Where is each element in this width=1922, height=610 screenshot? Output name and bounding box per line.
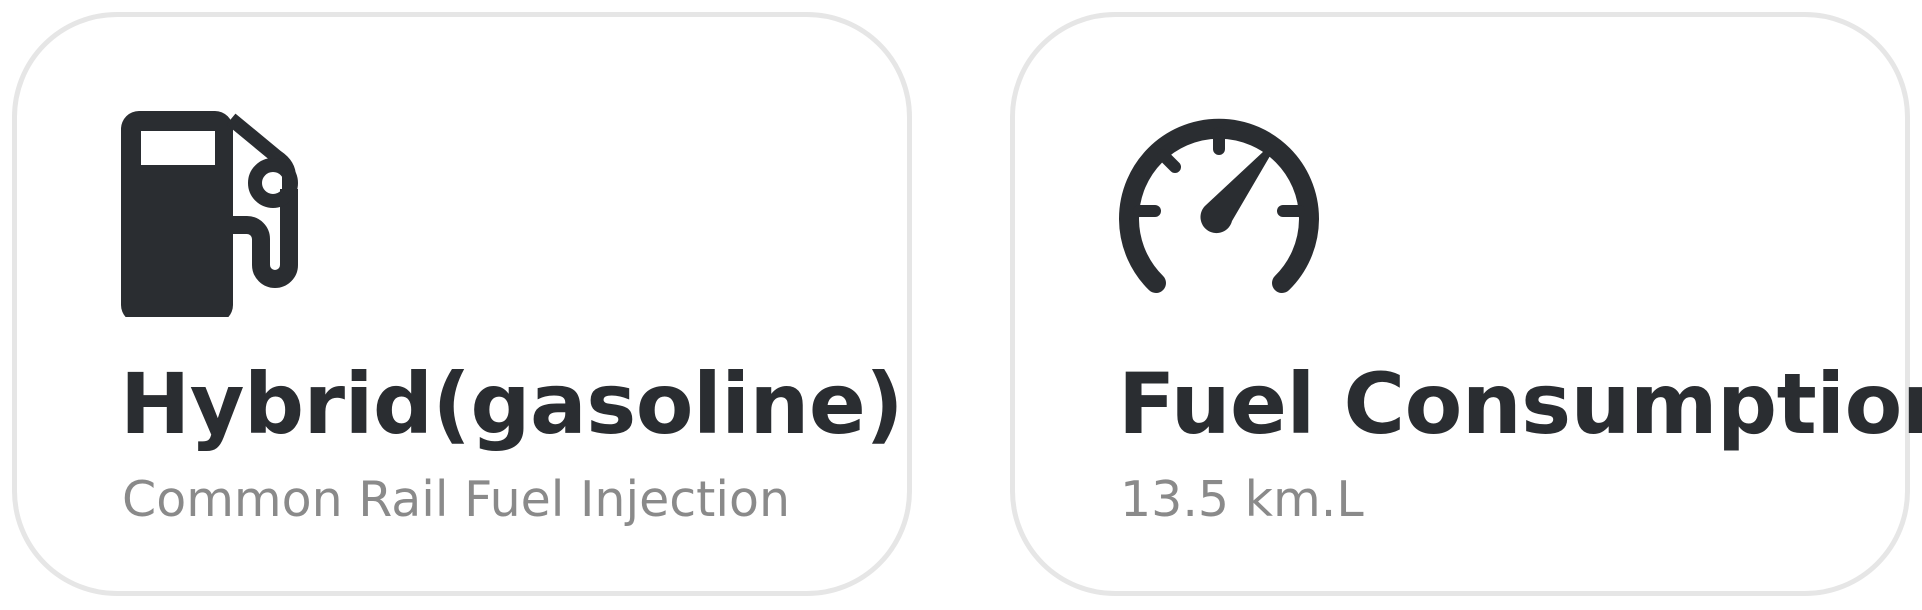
fuel-consumption-value: 13.5 km.L xyxy=(1120,471,1364,528)
fuel-consumption-card: Fuel Consumption 13.5 km.L xyxy=(1010,12,1922,596)
fuel-type-subtitle: Common Rail Fuel Injection xyxy=(122,471,791,528)
fuel-type-title: Hybrid(gasoline) xyxy=(120,355,904,453)
fuel-type-card: Hybrid(gasoline) Common Rail Fuel Inject… xyxy=(12,12,912,596)
fuel-consumption-title: Fuel Consumption xyxy=(1118,355,1922,453)
speedometer-icon xyxy=(1119,118,1319,293)
fuel-pump-icon xyxy=(121,111,298,317)
